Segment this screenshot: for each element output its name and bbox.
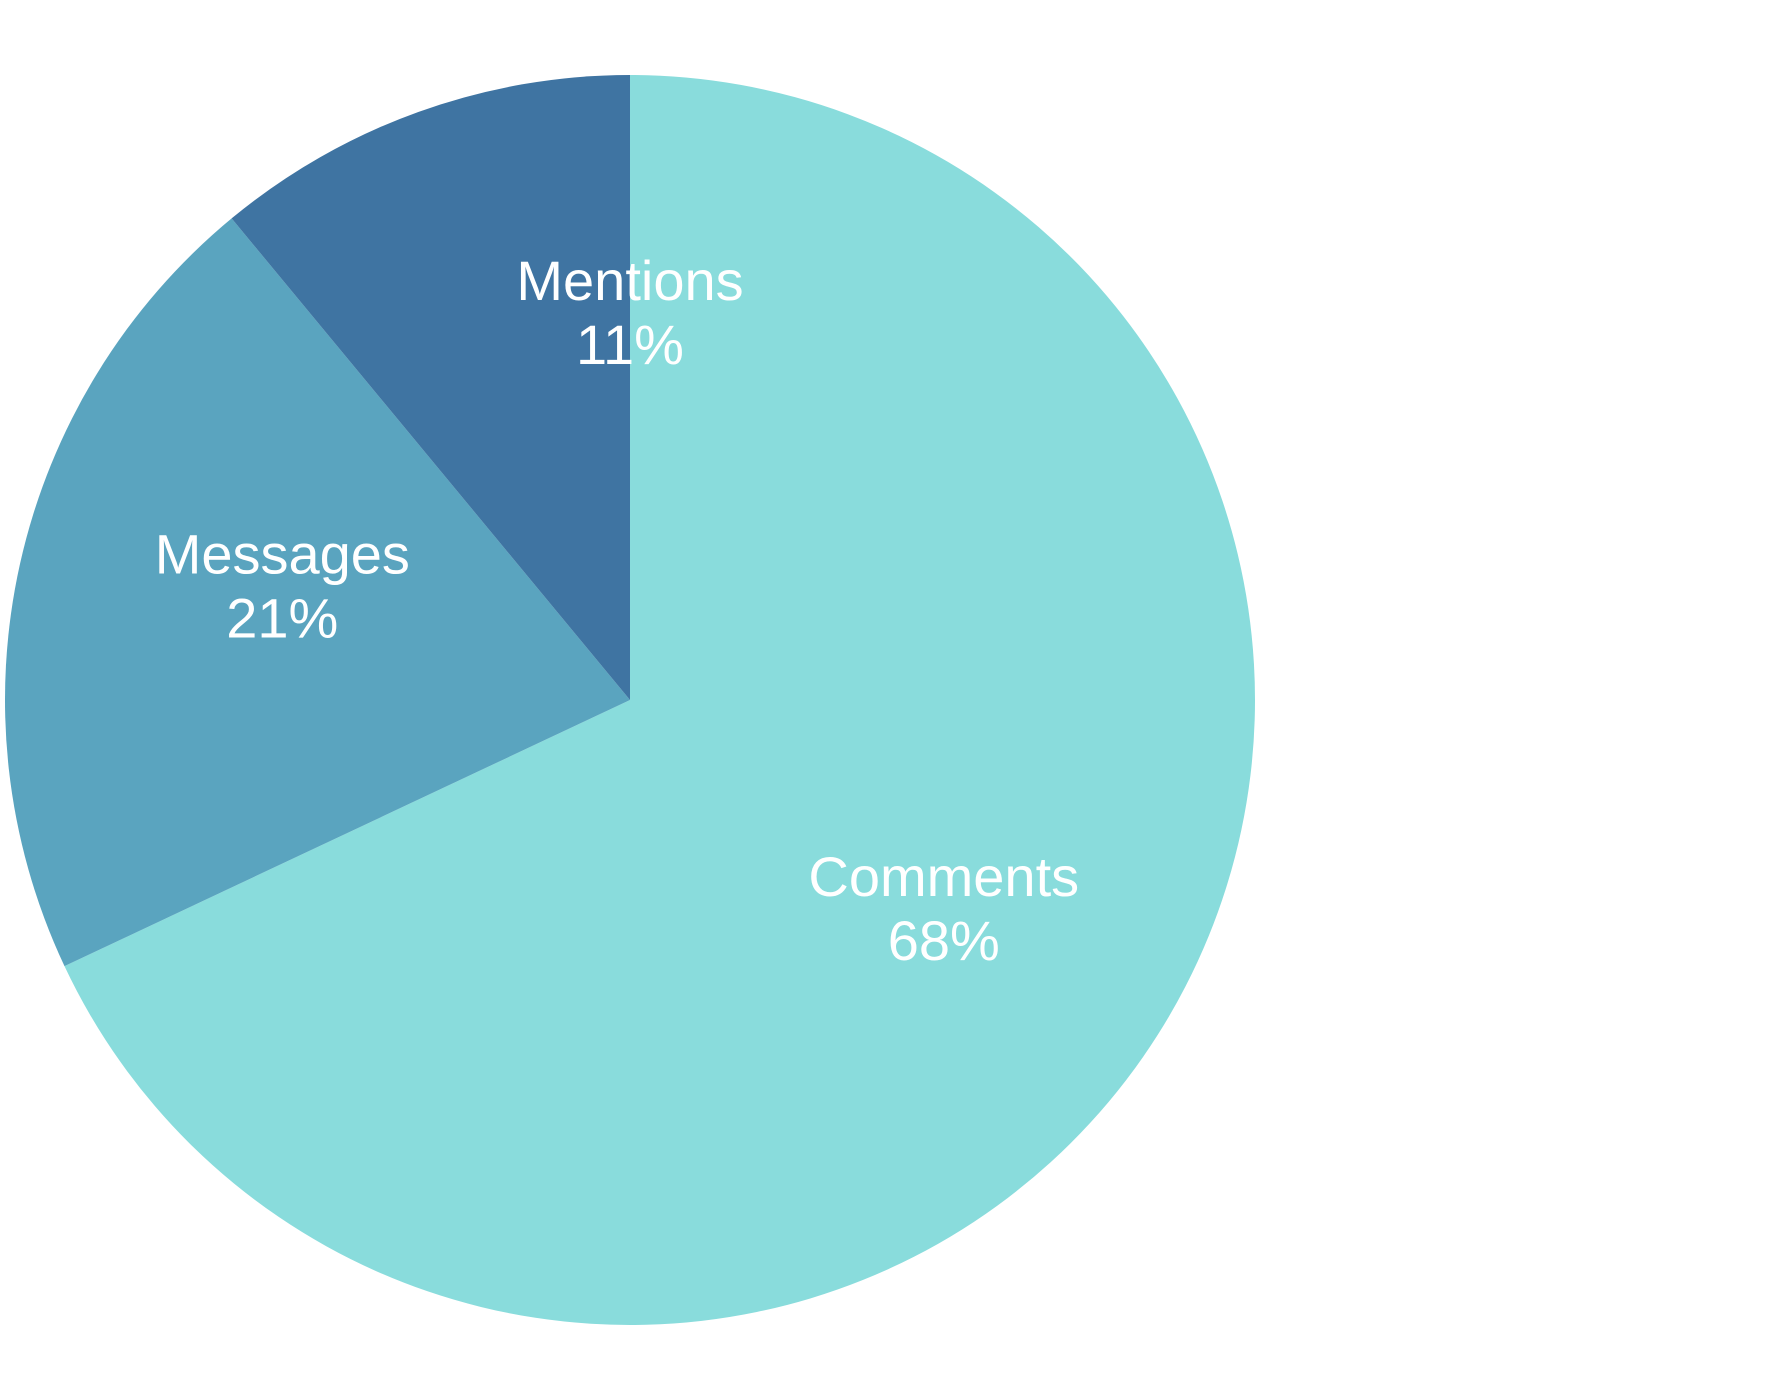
pie-slice-percent: 21% [226,586,338,649]
pie-slice-name: Comments [808,845,1079,908]
pie-slice-name: Mentions [516,249,743,312]
pie-slice-percent: 11% [576,313,684,376]
pie-slice-percent: 68% [888,909,1000,972]
pie-slice-name: Messages [155,522,410,585]
pie-chart: Comments68% Messages21% Mentions11% [0,0,1791,1383]
pie-chart-svg: Comments68% Messages21% Mentions11% [0,0,1791,1383]
